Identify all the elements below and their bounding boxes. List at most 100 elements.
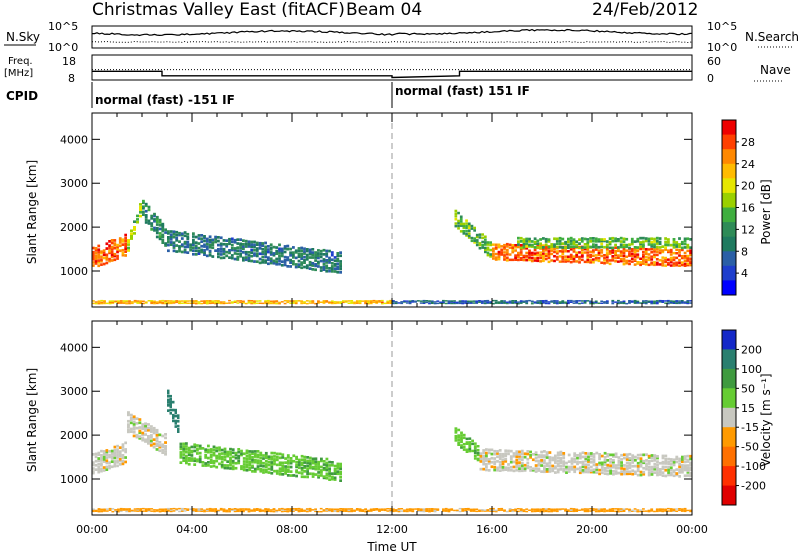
data-cell bbox=[175, 230, 179, 234]
data-cell bbox=[392, 302, 395, 305]
data-cell bbox=[608, 510, 612, 512]
x-tick-label: 16:00 bbox=[476, 523, 508, 536]
data-cell bbox=[636, 261, 640, 264]
data-cell bbox=[594, 510, 598, 513]
data-cell bbox=[169, 243, 173, 246]
data-cell bbox=[383, 508, 387, 510]
data-cell bbox=[501, 458, 505, 462]
data-cell bbox=[121, 446, 125, 449]
data-cell bbox=[548, 456, 552, 459]
data-cell bbox=[650, 456, 654, 459]
data-cell bbox=[182, 447, 186, 451]
data-cell bbox=[569, 301, 573, 303]
data-cell bbox=[333, 478, 337, 481]
data-cell bbox=[97, 256, 101, 259]
data-cell bbox=[358, 510, 362, 512]
data-cell bbox=[203, 235, 206, 238]
data-cell bbox=[457, 227, 460, 230]
data-cell bbox=[116, 250, 119, 254]
data-cell bbox=[209, 459, 213, 462]
data-cell bbox=[519, 508, 523, 510]
data-cell bbox=[180, 510, 184, 512]
data-cell bbox=[518, 467, 521, 470]
data-cell bbox=[292, 256, 295, 259]
data-cell bbox=[174, 419, 177, 423]
data-cell bbox=[555, 300, 559, 302]
data-cell bbox=[116, 448, 119, 451]
data-cell bbox=[572, 242, 576, 245]
data-cell bbox=[217, 509, 220, 512]
data-cell bbox=[545, 462, 549, 466]
data-cell bbox=[237, 450, 241, 454]
data-cell bbox=[347, 302, 351, 304]
data-cell bbox=[556, 462, 560, 466]
data-cell bbox=[185, 447, 188, 451]
data-cell bbox=[278, 509, 281, 512]
data-cell bbox=[584, 465, 588, 469]
data-cell bbox=[333, 302, 337, 305]
data-cell bbox=[680, 248, 684, 252]
data-cell bbox=[525, 239, 529, 243]
data-cell bbox=[664, 243, 667, 247]
data-cell bbox=[519, 300, 523, 302]
data-cell bbox=[295, 465, 298, 469]
data-cell bbox=[464, 509, 467, 512]
colorbar-tick-label: 200 bbox=[741, 343, 762, 356]
data-cell bbox=[264, 465, 268, 469]
data-cell bbox=[472, 510, 476, 512]
data-cell bbox=[161, 448, 165, 452]
data-cell bbox=[258, 241, 262, 245]
data-cell bbox=[462, 442, 466, 446]
data-cell bbox=[236, 302, 240, 304]
data-cell bbox=[350, 510, 354, 513]
data-cell bbox=[639, 241, 642, 244]
data-cell bbox=[525, 258, 529, 262]
data-cell bbox=[233, 510, 237, 513]
data-cell bbox=[683, 246, 687, 249]
data-cell bbox=[102, 469, 106, 472]
data-cell bbox=[164, 242, 167, 245]
data-cell bbox=[336, 270, 340, 274]
data-cell bbox=[400, 302, 404, 305]
data-cell bbox=[294, 251, 298, 254]
y-tick-label: 1000 bbox=[60, 265, 88, 278]
data-cell bbox=[270, 451, 274, 455]
data-cell bbox=[471, 442, 474, 446]
data-cell bbox=[100, 469, 103, 473]
data-cell bbox=[183, 301, 187, 303]
data-cell bbox=[222, 256, 226, 260]
data-cell bbox=[161, 434, 165, 438]
data-cell bbox=[589, 452, 593, 455]
data-cell bbox=[144, 215, 148, 219]
data-cell bbox=[485, 459, 488, 462]
data-cell bbox=[253, 453, 257, 456]
data-cell bbox=[369, 510, 373, 512]
data-cell bbox=[467, 300, 470, 302]
data-cell bbox=[275, 252, 279, 255]
data-cell bbox=[592, 249, 595, 252]
data-cell bbox=[186, 237, 190, 240]
data-cell bbox=[675, 301, 679, 303]
data-cell bbox=[586, 243, 590, 246]
data-cell bbox=[225, 302, 229, 304]
data-cell bbox=[239, 252, 242, 256]
data-cell bbox=[161, 224, 165, 228]
data-cell bbox=[603, 469, 607, 472]
data-cell bbox=[517, 251, 520, 255]
data-cell bbox=[281, 461, 285, 465]
data-cell bbox=[503, 510, 506, 512]
data-cell bbox=[135, 435, 139, 439]
data-cell bbox=[161, 509, 165, 511]
data-cell bbox=[185, 450, 188, 454]
data-cell bbox=[311, 264, 315, 267]
data-cell bbox=[258, 300, 262, 302]
data-cell bbox=[537, 462, 541, 465]
data-cell bbox=[142, 206, 145, 210]
data-cell bbox=[498, 452, 502, 456]
data-cell bbox=[636, 510, 640, 513]
data-cell bbox=[422, 301, 426, 303]
data-cell bbox=[428, 509, 431, 512]
data-cell bbox=[322, 302, 326, 304]
data-cell bbox=[509, 468, 513, 472]
data-cell bbox=[475, 233, 479, 237]
